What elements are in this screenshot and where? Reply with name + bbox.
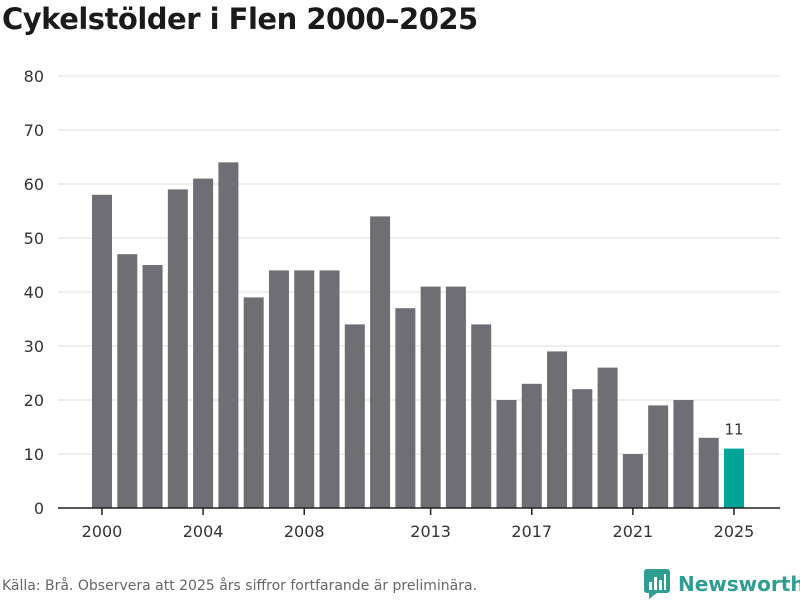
x-tick-label: 2025 [714,522,755,541]
bar-2015[interactable] [471,324,492,508]
bar-2002[interactable] [142,265,163,508]
bar-2014[interactable] [445,286,466,508]
y-tick-label: 10 [24,445,44,464]
y-tick-label: 70 [24,121,44,140]
bar-2012[interactable] [395,308,416,508]
bar-2020[interactable] [597,367,618,508]
bar-2019[interactable] [572,389,593,508]
source-note: Källa: Brå. Observera att 2025 års siffr… [2,578,478,594]
bar-2022[interactable] [648,405,669,508]
gridlines [58,75,780,455]
bar-2024[interactable] [698,437,719,508]
bar-2000[interactable] [92,194,112,509]
y-axis-ticks: 0 10 20 30 40 50 60 70 80 [24,67,44,518]
x-tick-label: 2000 [82,522,123,541]
bar-chart: 0 10 20 30 40 50 60 70 80 11 2000 2004 2008 2013 201… [24,67,780,541]
y-tick-label: 20 [24,391,44,410]
chart-title: Cykelstölder i Flen 2000–2025 [2,2,478,36]
bar-2021[interactable] [622,454,643,508]
bar-2009[interactable] [319,270,340,508]
x-tick-label: 2008 [284,522,325,541]
brand-name: Newsworthy [678,572,800,596]
x-axis-ticks: 2000 2004 2008 2013 2017 2021 2025 [82,508,755,541]
bar-2004[interactable] [193,178,214,508]
bar-2018[interactable] [547,351,568,508]
y-tick-label: 60 [24,175,44,194]
newsworthy-logo[interactable]: Newsworthy [644,569,800,599]
y-tick-label: 30 [24,337,44,356]
x-tick-label: 2004 [183,522,224,541]
bar-2006[interactable] [243,297,264,508]
data-label-2025: 11 [724,421,743,439]
bar-2016[interactable] [496,400,517,508]
x-tick-label: 2021 [613,522,654,541]
y-tick-label: 80 [24,67,44,86]
bar-2025[interactable] [724,448,744,508]
bars [92,162,744,509]
bar-2005[interactable] [218,162,239,508]
y-tick-label: 0 [34,499,44,518]
data-labels: 11 [724,421,743,439]
x-tick-label: 2017 [511,522,552,541]
bar-2003[interactable] [167,189,188,508]
bar-2017[interactable] [521,383,542,508]
bar-2001[interactable] [117,254,138,508]
bar-2008[interactable] [294,270,315,508]
y-tick-label: 40 [24,283,44,302]
y-tick-label: 50 [24,229,44,248]
bar-2010[interactable] [344,324,365,508]
bar-2023[interactable] [673,400,694,508]
bar-chart-speech-icon [644,569,670,599]
x-tick-label: 2013 [410,522,451,541]
bar-2013[interactable] [420,286,441,508]
bar-2011[interactable] [370,216,391,508]
bar-2007[interactable] [268,270,289,508]
